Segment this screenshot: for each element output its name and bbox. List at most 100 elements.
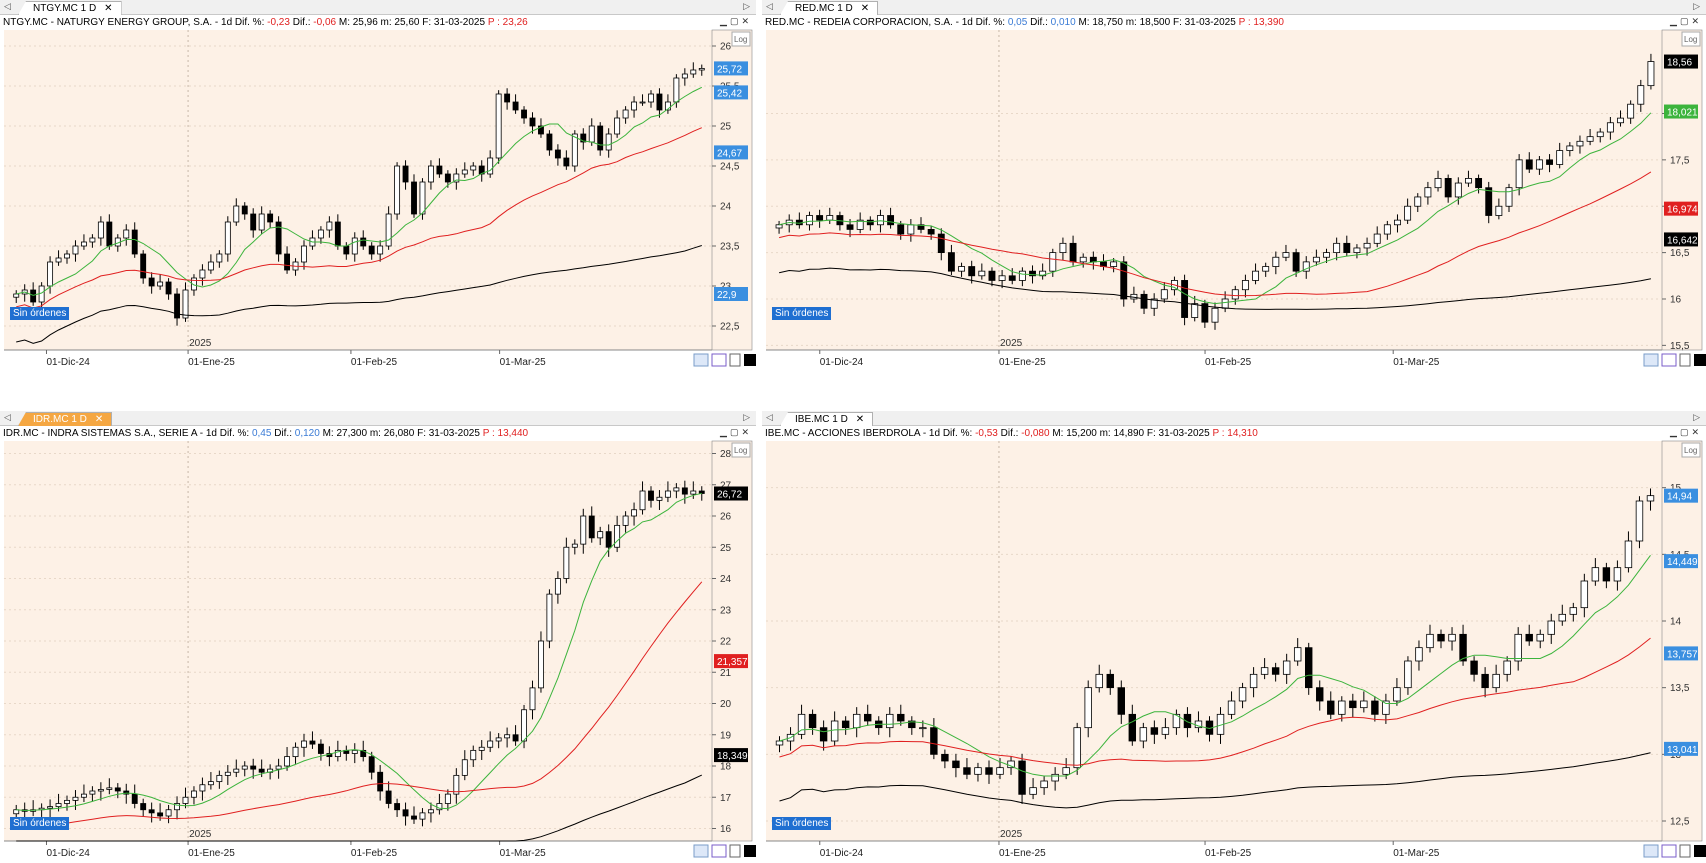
candle-body (1371, 700, 1379, 715)
candle-body (1079, 256, 1087, 263)
candle-body (648, 93, 654, 103)
tab-scroll-left-icon[interactable]: ◁ (766, 1, 773, 11)
chart-area[interactable]: 28 27 26 25 24 23 22 21 20 19 18 17 16 Log 01-Dic-24 01… (0, 426, 756, 863)
candle-body (1128, 713, 1137, 742)
candle-body (797, 713, 806, 735)
candle-body (1161, 727, 1170, 735)
candlestick-chart[interactable]: 28 27 26 25 24 23 22 21 20 19 18 17 16 Log 01-Dic-24 01… (0, 426, 756, 863)
close-icon[interactable]: ✕ (860, 3, 870, 14)
chart-area[interactable]: 1817,51716,51615,5Log01-Dic-2401-Ene-250… (762, 15, 1706, 372)
candle-body (123, 790, 130, 795)
window-buttons[interactable]: ▁▢✕ (1670, 427, 1702, 437)
tab-red[interactable]: RED.MC 1 D ✕ (780, 1, 879, 15)
y-axis-area (711, 29, 753, 351)
candle-body (1617, 117, 1624, 124)
candle-body (1095, 673, 1103, 689)
y-tick-label: 17 (720, 793, 732, 804)
candle-body (1238, 687, 1247, 702)
candle-body (284, 756, 290, 767)
candle-body (841, 720, 850, 729)
tab-idr[interactable]: IDR.MC 1 D ✕ (18, 412, 113, 426)
y-tick-label: 16 (720, 824, 732, 835)
candle-body (1393, 687, 1401, 702)
candle-body (1646, 495, 1655, 502)
candle-body (1039, 270, 1047, 277)
candle-body (1363, 242, 1371, 249)
candle-body (529, 687, 536, 711)
sin-ordenes-badge[interactable]: Sin órdenes (10, 817, 70, 830)
x-tick-label: 01-Ene-25 (999, 357, 1046, 368)
candle-body (941, 753, 949, 762)
candle-body (1485, 187, 1493, 216)
candle-body (998, 275, 1006, 281)
tab-ntgy[interactable]: NTGY.MC 1 D ✕ (18, 1, 122, 15)
price-tag-label: 18,349 (717, 751, 748, 762)
candle-body (81, 793, 87, 798)
candle-body (317, 743, 324, 754)
price-tag-label: 18,021 (1667, 108, 1698, 119)
candle-body (461, 759, 468, 776)
x-tick-label: 01-Feb-25 (351, 357, 398, 368)
candle-body (1602, 567, 1611, 582)
tab-ibe[interactable]: IBE.MC 1 D ✕ (780, 412, 874, 426)
window-buttons[interactable]: ▁▢✕ (720, 16, 752, 26)
candle-body (1018, 760, 1026, 795)
chart-panel-idr: ◁ IDR.MC 1 D ✕ ▷ 28 27 26 25 24 23 22 21 20 19 18 17… (0, 411, 756, 863)
tab-scroll-left-icon[interactable]: ◁ (4, 1, 11, 11)
window-buttons[interactable]: ▁▢✕ (720, 427, 752, 437)
x-tick-label: 01-Feb-25 (1205, 357, 1252, 368)
close-icon[interactable]: ✕ (94, 414, 104, 425)
window-buttons[interactable]: ▁▢✕ (1670, 16, 1702, 26)
log-label: Log (1684, 446, 1697, 455)
price-tag (714, 61, 748, 76)
price-tag (714, 85, 748, 100)
candle-body (275, 221, 282, 255)
close-icon[interactable]: ✕ (855, 414, 865, 425)
candle-body (622, 109, 629, 119)
candle-body (775, 740, 784, 746)
close-icon[interactable]: ✕ (104, 3, 113, 14)
tab-scroll-right-icon[interactable]: ▷ (743, 412, 750, 422)
candle-body (664, 101, 671, 111)
candle-body (275, 765, 282, 770)
y-tick-label: 17,5 (1670, 155, 1690, 166)
candlestick-chart[interactable]: 1817,51716,51615,5Log01-Dic-2401-Ene-250… (762, 15, 1706, 372)
tab-scroll-right-icon[interactable]: ▷ (1693, 1, 1700, 11)
sin-ordenes-badge[interactable]: Sin órdenes (10, 307, 70, 320)
candle-body (1120, 261, 1128, 300)
x-tick-label: 01-Dic-24 (820, 848, 864, 859)
sin-ordenes-badge[interactable]: Sin órdenes (772, 307, 832, 320)
candle-body (1414, 196, 1422, 207)
sin-ordenes-badge[interactable]: Sin órdenes (772, 817, 832, 830)
candle-body (816, 215, 824, 221)
chart-area[interactable]: 1514,51413,51312,5Log01-Dic-2401-Ene-250… (762, 426, 1706, 863)
chart-area[interactable]: 2625,52524,52423,52322,5Log01-Dic-2401-E… (0, 15, 756, 372)
color-icon (744, 845, 756, 857)
log-button (1681, 442, 1701, 458)
tab-scroll-left-icon[interactable]: ◁ (4, 412, 11, 422)
candle-body (250, 765, 257, 770)
tab-scroll-left-icon[interactable]: ◁ (766, 412, 773, 422)
candle-body (55, 803, 62, 808)
price-tag (714, 748, 748, 763)
candle-body (334, 749, 341, 758)
candle-body (690, 69, 697, 75)
candle-body (1415, 647, 1423, 662)
candle-body (1282, 252, 1290, 258)
moving-average-line (16, 127, 702, 309)
candlestick-chart[interactable]: 2625,52524,52423,52322,5Log01-Dic-2401-E… (0, 15, 756, 372)
tab-scroll-right-icon[interactable]: ▷ (1693, 412, 1700, 422)
candle-body (402, 165, 409, 183)
pin-icon (1679, 844, 1691, 858)
candle-body (930, 727, 938, 755)
candle-body (1558, 613, 1566, 622)
candle-body (1394, 219, 1401, 226)
tab-scroll-right-icon[interactable]: ▷ (743, 1, 750, 11)
candle-body (1404, 660, 1412, 689)
candle-body (554, 578, 561, 595)
y-tick-label: 15,5 (1670, 341, 1690, 352)
candlestick-chart[interactable]: 1514,51413,51312,5Log01-Dic-2401-Ene-250… (762, 426, 1706, 863)
y-tick-label: 21 (720, 668, 732, 679)
candle-body (1191, 303, 1199, 318)
candle-body (1333, 242, 1341, 254)
